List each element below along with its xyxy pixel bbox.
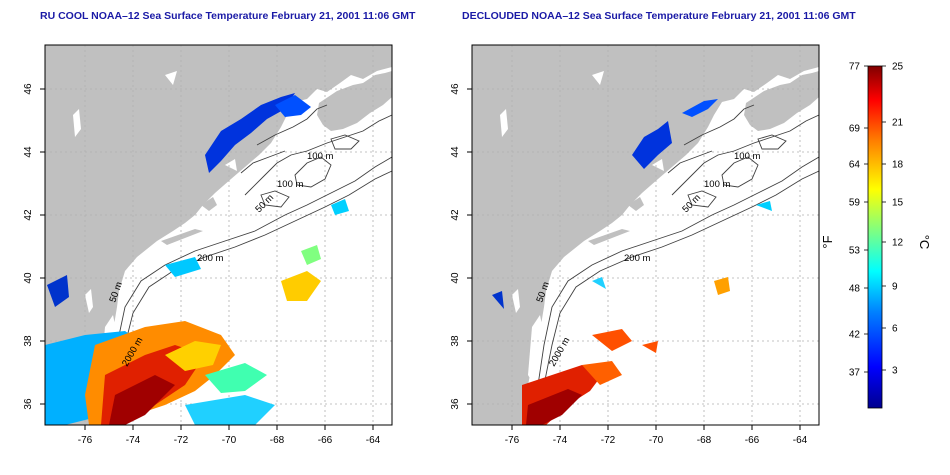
colorbar-ticks: 77 69 64 59 53 48 42 37 25 21 18 15 12 9 6 3 xyxy=(849,62,904,379)
x-tick-label: -76 xyxy=(505,435,520,446)
x-tick-label: -74 xyxy=(553,435,568,446)
fahrenheit-tick-label: 48 xyxy=(849,284,861,295)
contour-label: 100 m xyxy=(307,151,333,162)
y-tick-label: 40 xyxy=(450,272,461,284)
fahrenheit-tick-label: 37 xyxy=(849,368,861,379)
map-panel-left: 100 m 100 m 50 m 200 m 50 m 2000 m xyxy=(44,44,393,426)
y-tick-label: 38 xyxy=(23,335,34,347)
fahrenheit-tick-label: 53 xyxy=(849,246,861,257)
x-tick-label: -68 xyxy=(697,435,712,446)
x-tick-label: -66 xyxy=(745,435,760,446)
y-tick-label: 46 xyxy=(450,83,461,95)
map-frame-left xyxy=(44,44,393,426)
fahrenheit-label: °F xyxy=(820,235,835,248)
colorbar: 77 69 64 59 53 48 42 37 25 21 18 15 12 9 6 3 °F °C xyxy=(820,62,932,409)
y-tick-label: 46 xyxy=(23,83,34,95)
celsius-label: °C xyxy=(917,235,932,250)
colorbar-gradient xyxy=(867,65,883,409)
celsius-tick-label: 9 xyxy=(892,282,898,293)
contour-label: 100 m xyxy=(704,179,730,190)
y-tick-label: 44 xyxy=(450,146,461,158)
contour-label: 100 m xyxy=(277,179,303,190)
y-tick-label: 38 xyxy=(450,335,461,347)
y-tick-label: 42 xyxy=(23,209,34,221)
y-tick-label: 36 xyxy=(23,398,34,410)
celsius-tick-label: 25 xyxy=(892,62,904,73)
sst-patches-right xyxy=(492,99,772,425)
y-tick-label: 40 xyxy=(23,272,34,284)
axes-left: -76 -74 -72 -70 -68 -66 -64 36 38 40 42 44 46 xyxy=(23,83,381,446)
x-tick-label: -64 xyxy=(366,435,381,446)
fahrenheit-tick-label: 42 xyxy=(849,330,861,341)
celsius-tick-label: 15 xyxy=(892,198,904,209)
fahrenheit-tick-label: 69 xyxy=(849,124,861,135)
map-title-right: DECLOUDED NOAA–12 Sea Surface Temperatur… xyxy=(462,10,856,22)
fahrenheit-tick-label: 59 xyxy=(849,198,861,209)
sst-patches-left xyxy=(45,93,349,425)
celsius-tick-label: 21 xyxy=(892,118,904,129)
fahrenheit-tick-label: 64 xyxy=(849,160,861,171)
y-tick-label: 44 xyxy=(23,146,34,158)
contour-label: 200 m xyxy=(197,253,223,264)
x-tick-label: -64 xyxy=(793,435,808,446)
celsius-tick-label: 18 xyxy=(892,160,904,171)
celsius-tick-label: 3 xyxy=(892,366,898,377)
x-tick-label: -70 xyxy=(649,435,664,446)
y-tick-label: 42 xyxy=(450,209,461,221)
axes-right: -76 -74 -72 -70 -68 -66 -64 36 38 40 42 44 46 xyxy=(450,83,808,446)
basemap-right xyxy=(471,44,820,426)
contour-label: 100 m xyxy=(734,151,760,162)
x-tick-label: -72 xyxy=(601,435,616,446)
map-frame-right xyxy=(471,44,820,426)
celsius-tick-label: 12 xyxy=(892,238,904,249)
x-tick-label: -68 xyxy=(270,435,285,446)
contour-label: 200 m xyxy=(624,253,650,264)
x-tick-label: -76 xyxy=(78,435,93,446)
x-tick-label: -70 xyxy=(222,435,237,446)
x-tick-label: -74 xyxy=(126,435,141,446)
y-tick-label: 36 xyxy=(450,398,461,410)
x-tick-label: -72 xyxy=(174,435,189,446)
map-title-left: RU COOL NOAA–12 Sea Surface Temperature … xyxy=(40,10,416,22)
x-tick-label: -66 xyxy=(318,435,333,446)
map-panel-right: 100 m 100 m 50 m 200 m 50 m 2000 m xyxy=(471,44,820,426)
celsius-tick-label: 6 xyxy=(892,324,898,335)
fahrenheit-tick-label: 77 xyxy=(849,62,861,73)
